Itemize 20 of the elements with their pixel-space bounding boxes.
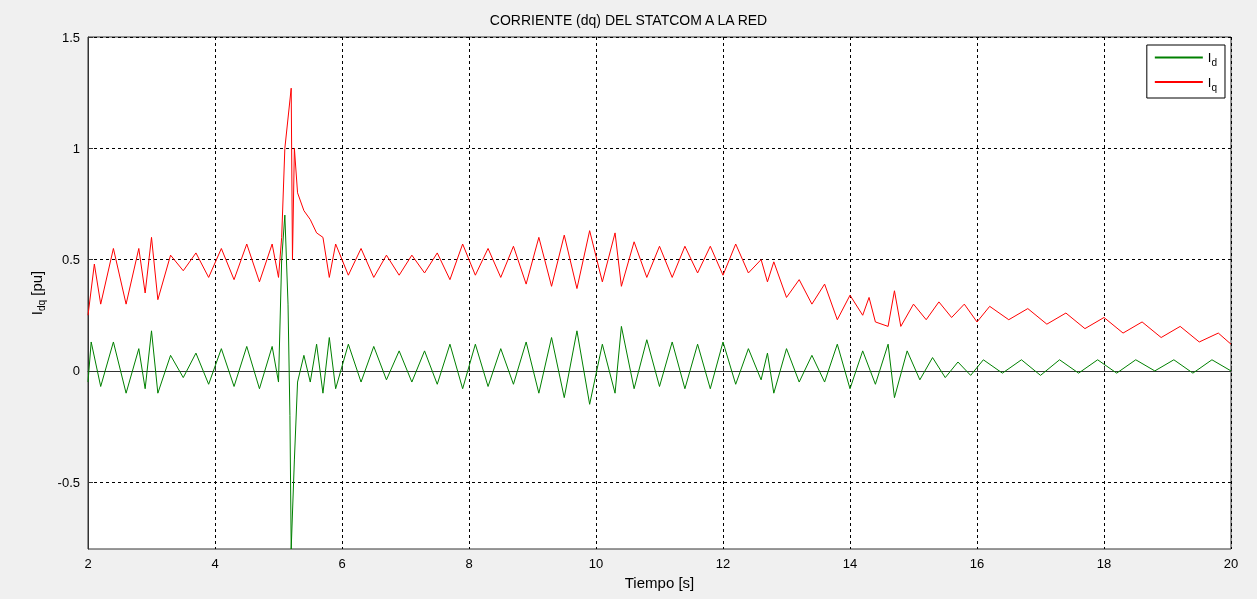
y-tick-label: 0.5 <box>61 252 80 268</box>
line-series <box>87 87 1232 345</box>
y-axis-title: Idq [pu] <box>28 270 48 316</box>
x-tick-label: 12 <box>715 556 731 571</box>
x-tick-label: 18 <box>1096 556 1112 571</box>
y-tick-label: -0.5 <box>57 474 80 490</box>
x-tick-label: 4 <box>211 556 219 571</box>
x-tick-label: 6 <box>338 556 346 571</box>
x-tick-label: 10 <box>588 556 604 571</box>
y-tick-label: 1 <box>72 140 80 156</box>
x-tick-label: 2 <box>84 556 92 571</box>
x-tick-label: 16 <box>969 556 985 571</box>
chart-title: CORRIENTE (dq) DEL STATCOM A LA RED <box>489 12 768 28</box>
x-tick-label: 8 <box>465 556 473 571</box>
x-tick-label: 14 <box>842 556 858 571</box>
x-tick-label: 20 <box>1223 556 1239 571</box>
y-tick-label: 1.5 <box>61 29 80 45</box>
line-series <box>87 214 1232 550</box>
x-axis-title: Tiempo [s] <box>624 574 695 591</box>
y-tick-label: 0 <box>72 363 80 379</box>
